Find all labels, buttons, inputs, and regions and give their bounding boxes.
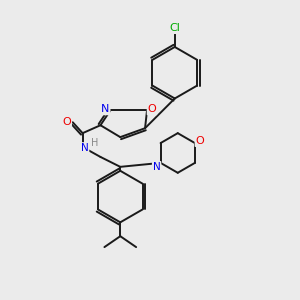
Text: N: N <box>153 162 160 172</box>
Text: H: H <box>91 138 98 148</box>
Text: N: N <box>101 104 110 114</box>
Text: O: O <box>148 104 156 114</box>
Text: O: O <box>62 117 71 127</box>
Text: O: O <box>196 136 204 146</box>
Text: N: N <box>81 143 88 153</box>
Text: Cl: Cl <box>169 23 180 33</box>
